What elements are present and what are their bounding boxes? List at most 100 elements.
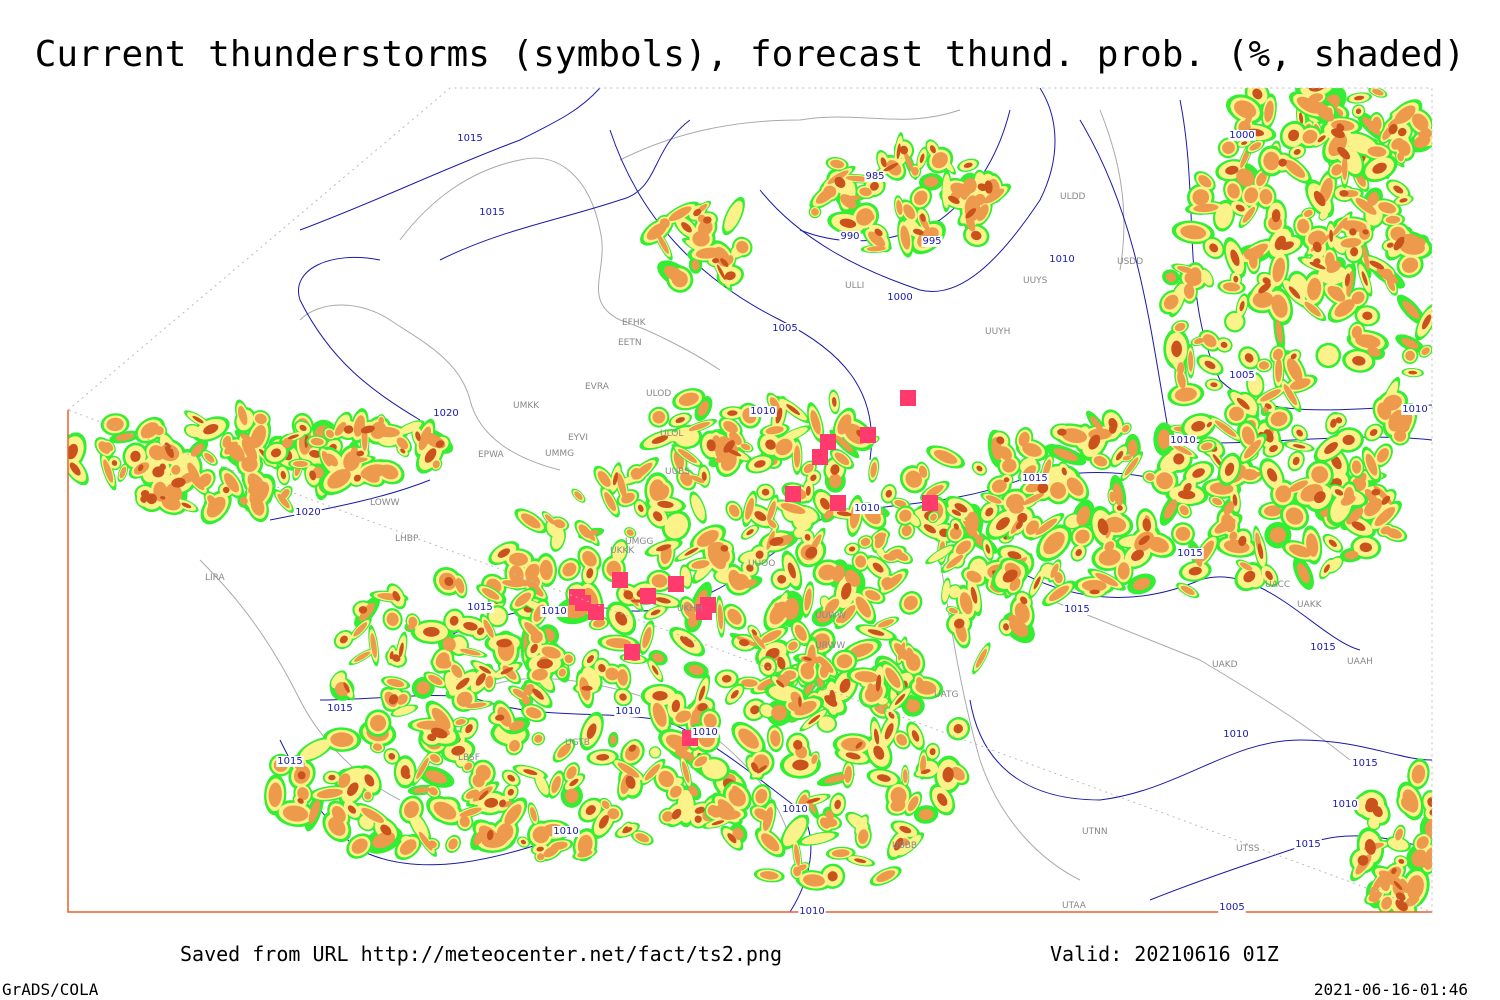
- probability-cell: [688, 664, 704, 676]
- probability-cell: [521, 513, 541, 529]
- probability-cell: [728, 504, 740, 517]
- isobar-label: 1010: [782, 804, 807, 815]
- probability-cell: [574, 491, 583, 500]
- probability-cell: [617, 669, 628, 686]
- probability-cell: [864, 590, 881, 601]
- isobar-label: 1010: [799, 906, 824, 917]
- probability-cell: [642, 627, 652, 648]
- probability-cell: [654, 484, 670, 501]
- probability-cell: [824, 695, 838, 707]
- probability-cell: [844, 569, 861, 587]
- station-label: LHBP: [395, 534, 419, 544]
- probability-cell: [746, 564, 754, 572]
- isobar-label: 1005: [772, 323, 797, 334]
- probability-cell: [637, 504, 644, 513]
- probability-cell: [906, 647, 915, 662]
- probability-cell: [894, 551, 909, 561]
- probability-cell: [923, 524, 937, 534]
- probability-cell: [860, 537, 871, 547]
- station-label: LOWW: [370, 498, 400, 508]
- probability-cell: [874, 532, 886, 549]
- probability-cell: [651, 574, 668, 588]
- probability-cell: [970, 586, 978, 604]
- thunderstorm-symbol: [827, 441, 836, 450]
- isobar-label: 1010: [1332, 799, 1357, 810]
- probability-cell: [767, 501, 776, 522]
- probability-cell: [586, 568, 594, 579]
- probability-cell: [783, 598, 800, 620]
- probability-cell: [696, 530, 719, 547]
- probability-cell: [720, 545, 729, 552]
- probability-cell: [690, 475, 705, 484]
- station-label: UATG: [934, 690, 959, 700]
- thunderstorm-symbol: [647, 595, 656, 604]
- thunderstorm-symbol: [689, 737, 698, 746]
- isobar-label: 1005: [1229, 370, 1254, 381]
- isobar-label: 1010: [692, 727, 717, 738]
- station-label: ULLI: [845, 281, 864, 291]
- station-label: UACC: [1265, 580, 1290, 590]
- station-label: USDD: [1117, 257, 1143, 267]
- probability-cell: [746, 529, 754, 536]
- probability-cell: [828, 473, 842, 489]
- station-label: UTSS: [1236, 844, 1260, 854]
- isobar-label: 1010: [1402, 404, 1427, 415]
- probability-cell: [1007, 551, 1022, 560]
- probability-cell: [617, 473, 627, 498]
- probability-cell: [777, 575, 787, 584]
- probability-cell: [954, 503, 968, 513]
- probability-cell: [803, 463, 814, 474]
- probability-cell: [680, 472, 693, 486]
- probability-cell: [830, 464, 840, 475]
- station-label: UAKK: [1297, 600, 1323, 610]
- map-title: Current thunderstorms (symbols), forecas…: [35, 34, 1465, 75]
- probability-cell: [794, 527, 806, 538]
- probability-cell: [623, 590, 634, 600]
- probability-cell: [721, 675, 732, 683]
- station-label: ULOD: [646, 389, 671, 399]
- probability-cell: [966, 570, 982, 583]
- station-label: UUBS: [665, 467, 690, 477]
- station-label: ULOL: [660, 429, 683, 439]
- probability-cell: [612, 541, 627, 562]
- probability-cell: [701, 471, 707, 481]
- probability-cell: [745, 497, 754, 520]
- probability-cell: [750, 705, 760, 715]
- probability-cell: [604, 492, 616, 512]
- station-label: UAKD: [1212, 660, 1238, 670]
- probability-cell: [855, 596, 872, 618]
- probability-cell: [788, 641, 798, 651]
- probability-cell: [767, 519, 777, 528]
- isobar-label: 1010: [553, 826, 578, 837]
- probability-cell: [903, 595, 918, 611]
- station-label: UMKK: [513, 401, 540, 411]
- station-label: UBBB: [892, 841, 917, 851]
- station-label: ULDD: [1060, 192, 1086, 202]
- probability-cell: [626, 529, 634, 536]
- probability-cell: [514, 577, 529, 587]
- probability-cell: [787, 562, 796, 579]
- probability-cell: [664, 513, 689, 539]
- probability-cell: [805, 546, 818, 559]
- station-label: LBSF: [458, 753, 480, 763]
- probability-cell: [839, 605, 856, 624]
- probability-cell: [898, 642, 906, 661]
- station-label: UTNN: [1082, 827, 1108, 837]
- probability-cell: [605, 667, 619, 681]
- thunderstorm-symbol: [837, 502, 846, 511]
- isobar-label: 1015: [327, 703, 352, 714]
- probability-cell: [630, 467, 643, 480]
- probability-cell: [755, 550, 764, 559]
- isobar-label: 1000: [887, 292, 912, 303]
- probability-cell: [597, 470, 611, 487]
- thunderstorm-symbol: [929, 502, 938, 511]
- probability-cell: [777, 656, 786, 670]
- probability-cell: [808, 714, 821, 725]
- probability-cell: [581, 685, 593, 691]
- probability-cell: [651, 665, 659, 675]
- probability-cell: [780, 503, 806, 514]
- probability-cell: [615, 611, 628, 626]
- probability-cell: [1057, 428, 1067, 436]
- probability-cell: [959, 592, 973, 615]
